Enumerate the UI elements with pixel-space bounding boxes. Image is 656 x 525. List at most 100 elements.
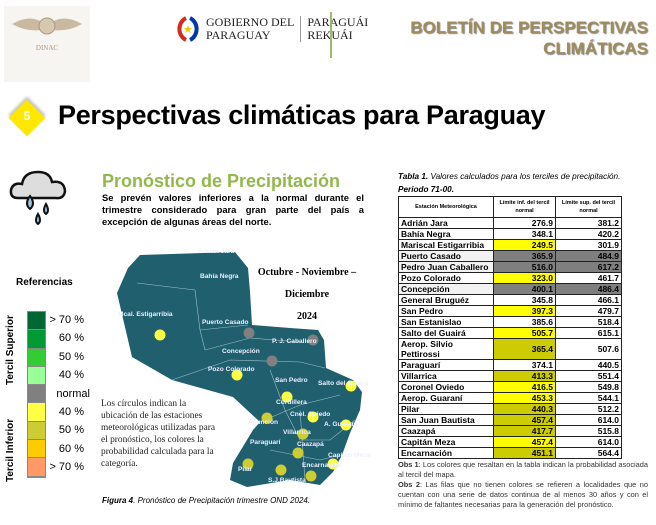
table-section: Estación Meteorológica Límite inf. del t…	[398, 196, 648, 510]
table-caption-label: Tabla 1.	[398, 172, 429, 181]
station-label: San Pedro	[275, 377, 308, 384]
station-marker	[292, 447, 304, 459]
station-marker	[307, 334, 319, 346]
legend-label: 50 %	[58, 350, 84, 363]
upper-limit: 512.2	[555, 403, 622, 415]
station-name: Pedro Juan Caballero	[398, 261, 494, 273]
department-borders	[136, 282, 356, 481]
station-name: Paraguarí	[398, 359, 494, 371]
table-row: San Pedro 397.3 479.7	[398, 305, 622, 317]
lower-limit: 457.4	[493, 414, 556, 426]
station-name: Concepción	[398, 283, 494, 295]
upper-limit: 486.4	[555, 283, 622, 295]
legend-swatch	[28, 403, 45, 422]
legend-label: 50 %	[58, 424, 84, 437]
header-divider	[330, 12, 332, 58]
svg-text:★: ★	[183, 24, 193, 36]
station-marker	[275, 464, 287, 476]
dinac-logo: DINAC	[4, 6, 90, 82]
upper-limit: 614.0	[555, 436, 622, 448]
legend-swatch	[28, 385, 45, 404]
obs1: Obs 1: Los colores que resaltan en la ta…	[398, 460, 648, 480]
lower-limit: 374.1	[493, 359, 556, 371]
station-marker	[243, 327, 255, 339]
legend-swatch	[28, 348, 45, 367]
legend-title: Referencias	[16, 277, 73, 288]
station-marker	[327, 458, 339, 470]
legend-label: > 70 %	[49, 314, 84, 326]
station-label: Encarnación	[302, 462, 342, 469]
station-label: Pozo Colorado	[208, 366, 255, 373]
station-label: Caazapá	[297, 441, 324, 448]
table-row: Mariscal Estigarribia 249.5 301.9	[398, 239, 622, 251]
table-row: Pedro Juan Caballero 516.0 617.2	[398, 261, 622, 273]
station-marker	[266, 355, 278, 367]
table-row: Coronel Oviedo 416.5 549.8	[398, 381, 622, 393]
obs1-text: : Los colores que resaltan en la tabla i…	[398, 460, 648, 479]
station-label: Asunción	[248, 419, 278, 426]
upper-limit: 549.8	[555, 381, 622, 393]
station-label: Bahía Negra	[200, 273, 239, 280]
station-marker	[242, 458, 254, 470]
lower-limit: 400.1	[493, 283, 556, 295]
lower-limit: 417.7	[493, 425, 556, 437]
station-name: Puerto Casado	[398, 250, 494, 262]
table-notes: Obs 1: Los colores que resaltan en la ta…	[398, 460, 648, 510]
upper-limit: 544.1	[555, 392, 622, 404]
upper-limit: 420.2	[555, 228, 622, 240]
legend-label: > 70 %	[49, 461, 84, 474]
gov-line3: PARAGUÁI	[307, 15, 369, 29]
tercile-table: Estación Meteorológica Límite inf. del t…	[398, 196, 622, 459]
forecast-description: Se prevén valores inferiores a la normal…	[102, 192, 364, 227]
legend-swatch	[28, 440, 45, 459]
station-label: Concepción	[222, 348, 260, 355]
caption-label: Figura 4	[102, 496, 134, 505]
lower-limit: 413.3	[493, 370, 556, 382]
station-marker	[154, 329, 166, 341]
table-row: Bahía Negra 348.1 420.2	[398, 228, 622, 240]
lower-limit: 516.0	[493, 261, 556, 273]
station-name: Encarnación	[398, 447, 494, 459]
table-row: Puerto Casado 365.9 484.9	[398, 250, 622, 262]
station-label: Capitán Meza	[328, 452, 370, 459]
table-row: General Bruguéz 345.8 466.1	[398, 294, 622, 306]
lower-limit: 453.3	[493, 392, 556, 404]
table-row: Pilar 440.3 512.2	[398, 403, 622, 415]
table-row: Aerop. Silvio Pettirossi 365.4 507.6	[398, 338, 622, 360]
table-row: Caazapá 417.7 515.8	[398, 425, 622, 437]
obs2-label: Obs 2	[398, 480, 420, 489]
legend-swatch	[28, 421, 45, 441]
table-row: Adrián Jara 276.9 381.2	[398, 217, 622, 229]
station-name: Bahía Negra	[398, 228, 494, 240]
paraguay-emblem-icon: ★	[177, 16, 199, 42]
station-marker	[231, 369, 243, 381]
divider	[300, 16, 302, 42]
table-row: Encarnación 451.1 564.4	[398, 447, 622, 459]
upper-limit: 461.7	[555, 272, 622, 284]
station-name: Caazapá	[398, 425, 494, 437]
legend-swatch	[28, 330, 45, 349]
forecast-period: Octubre - Noviembre – Diciembre 2024	[246, 262, 368, 328]
lower-limit: 397.3	[493, 305, 556, 317]
station-name: Mariscal Estigarribia	[398, 239, 494, 251]
station-name: San Pedro	[398, 305, 494, 317]
upper-limit: 440.5	[555, 359, 622, 371]
page-title: Perspectivas climáticas para Paraguay	[58, 100, 546, 130]
upper-limit: 615.1	[555, 327, 622, 339]
table-row: Capitán Meza 457.4 614.0	[398, 436, 622, 448]
lower-limit: 323.0	[493, 272, 556, 284]
lower-limit: 348.1	[493, 228, 556, 240]
table-row: Pozo Colorado 323.0 461.7	[398, 272, 622, 284]
upper-limit: 507.6	[555, 338, 622, 360]
legend-swatch	[28, 366, 45, 386]
table-row: Aerop. Guaraní 453.3 544.1	[398, 392, 622, 404]
station-name: Capitán Meza	[398, 436, 494, 448]
station-name: San Juan Bautista	[398, 414, 494, 426]
station-name: Adrián Jara	[398, 217, 494, 229]
legend-label: 60 %	[58, 332, 84, 345]
period-year: 2024	[297, 311, 317, 322]
station-marker	[261, 412, 273, 424]
table-row: Villarrica 413.3 551.4	[398, 370, 622, 382]
upper-limit: 518.4	[555, 316, 622, 328]
col-header-station: Estación Meteorológica	[398, 196, 494, 218]
